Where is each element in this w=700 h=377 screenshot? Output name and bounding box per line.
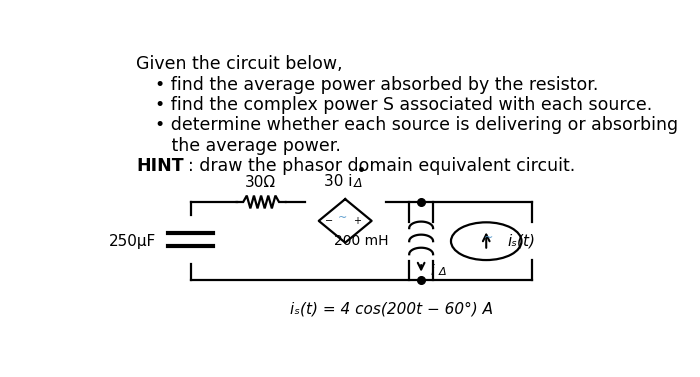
Text: ~: ~ [484,233,494,243]
Text: iₛ(t) = 4 cos(200t − 60°) A: iₛ(t) = 4 cos(200t − 60°) A [290,302,493,317]
Text: : draw the phasor domain equivalent circuit.: : draw the phasor domain equivalent circ… [188,157,575,175]
Text: ~: ~ [338,213,347,223]
Text: Δ: Δ [439,267,447,277]
Text: • find the average power absorbed by the resistor.: • find the average power absorbed by the… [155,76,598,94]
Text: 30Ω: 30Ω [244,175,276,190]
Text: −: − [325,216,333,226]
Text: the average power.: the average power. [155,137,341,155]
Text: HINT: HINT [136,157,184,175]
Text: 200 mH: 200 mH [334,234,388,248]
Text: 250μF: 250μF [109,234,156,249]
Text: • determine whether each source is delivering or absorbing: • determine whether each source is deliv… [155,116,678,134]
Text: i: i [430,264,434,278]
Text: • find the complex power S associated with each source.: • find the complex power S associated wi… [155,96,652,114]
Text: 30 i: 30 i [323,174,352,189]
Text: iₛ(t): iₛ(t) [508,234,536,249]
Text: Given the circuit below,: Given the circuit below, [136,55,343,74]
Text: Δ: Δ [354,178,362,190]
Text: +: + [353,216,361,226]
